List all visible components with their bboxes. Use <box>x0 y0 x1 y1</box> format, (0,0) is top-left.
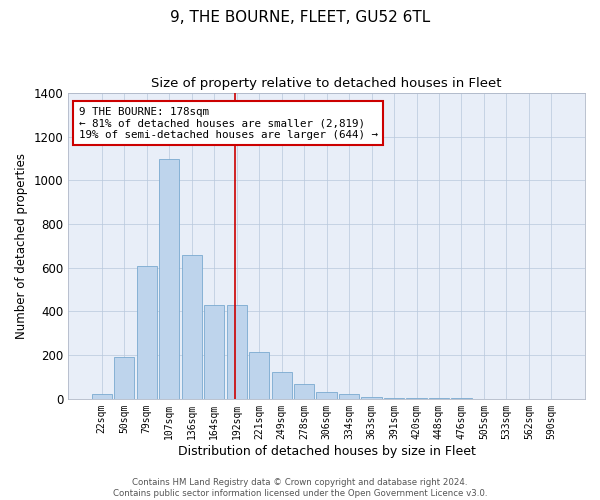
Text: Contains HM Land Registry data © Crown copyright and database right 2024.
Contai: Contains HM Land Registry data © Crown c… <box>113 478 487 498</box>
Bar <box>272 372 292 399</box>
Bar <box>361 396 382 399</box>
Y-axis label: Number of detached properties: Number of detached properties <box>15 153 28 339</box>
Bar <box>406 398 427 399</box>
Bar <box>227 305 247 399</box>
Bar <box>159 158 179 399</box>
Bar <box>339 394 359 399</box>
Bar <box>182 254 202 399</box>
Bar <box>294 384 314 399</box>
Text: 9 THE BOURNE: 178sqm
← 81% of detached houses are smaller (2,819)
19% of semi-de: 9 THE BOURNE: 178sqm ← 81% of detached h… <box>79 107 377 140</box>
Title: Size of property relative to detached houses in Fleet: Size of property relative to detached ho… <box>151 78 502 90</box>
Bar <box>137 266 157 399</box>
Bar <box>92 394 112 399</box>
Text: 9, THE BOURNE, FLEET, GU52 6TL: 9, THE BOURNE, FLEET, GU52 6TL <box>170 10 430 25</box>
Bar <box>384 398 404 399</box>
X-axis label: Distribution of detached houses by size in Fleet: Distribution of detached houses by size … <box>178 444 476 458</box>
Bar <box>204 305 224 399</box>
Bar <box>316 392 337 399</box>
Bar <box>114 358 134 399</box>
Bar <box>249 352 269 399</box>
